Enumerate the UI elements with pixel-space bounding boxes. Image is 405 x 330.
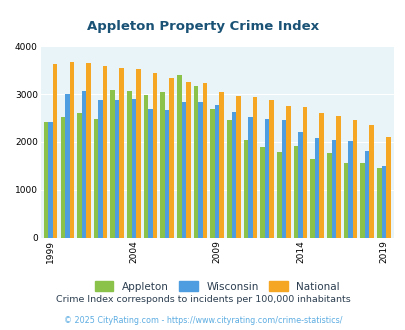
Bar (160, 92, 164, 238)
Bar (360, 163, 364, 238)
Bar (177, 75, 181, 238)
Bar (236, 96, 240, 238)
Bar (331, 141, 335, 238)
Bar (376, 168, 381, 238)
Bar (381, 166, 385, 238)
Bar (269, 100, 273, 238)
Bar (193, 86, 198, 238)
Bar (81, 91, 86, 238)
Bar (281, 120, 286, 238)
Bar (310, 159, 314, 238)
Bar (286, 107, 290, 238)
Bar (94, 119, 98, 238)
Bar (243, 141, 248, 238)
Bar (252, 97, 257, 238)
Bar (119, 68, 124, 238)
Bar (293, 146, 298, 238)
Bar (115, 100, 119, 238)
Bar (60, 117, 65, 238)
Bar (110, 90, 115, 238)
Bar (202, 83, 207, 238)
Bar (369, 125, 373, 238)
Bar (98, 100, 102, 238)
Bar (248, 117, 252, 238)
Bar (326, 153, 331, 238)
Bar (77, 113, 81, 238)
Bar (347, 142, 352, 238)
Bar (214, 105, 219, 238)
Bar (69, 61, 74, 238)
Bar (127, 91, 131, 238)
Bar (219, 92, 224, 238)
Bar (260, 147, 264, 238)
Bar (343, 163, 347, 238)
Bar (198, 102, 202, 238)
Bar (44, 122, 48, 238)
Bar (319, 113, 323, 238)
Bar (264, 119, 269, 238)
Bar (102, 66, 107, 238)
Bar (231, 112, 236, 238)
Bar (185, 82, 190, 238)
Bar (143, 95, 148, 238)
Bar (164, 110, 169, 238)
Bar (86, 63, 90, 238)
Bar (352, 120, 356, 238)
Bar (277, 152, 281, 238)
Bar (181, 102, 185, 238)
Bar (136, 69, 140, 238)
Bar (364, 151, 369, 238)
Text: Appleton Property Crime Index: Appleton Property Crime Index (87, 20, 318, 33)
Bar (335, 116, 340, 238)
Bar (226, 120, 231, 238)
Bar (314, 138, 319, 238)
Legend: Appleton, Wisconsin, National: Appleton, Wisconsin, National (90, 277, 343, 296)
Bar (65, 94, 69, 238)
Bar (210, 109, 214, 238)
Text: Crime Index corresponds to incidents per 100,000 inhabitants: Crime Index corresponds to incidents per… (55, 295, 350, 304)
Text: © 2025 CityRating.com - https://www.cityrating.com/crime-statistics/: © 2025 CityRating.com - https://www.city… (64, 316, 341, 325)
Bar (302, 107, 307, 238)
Bar (131, 99, 136, 238)
Bar (48, 122, 53, 238)
Bar (298, 132, 302, 238)
Bar (148, 109, 152, 238)
Bar (152, 73, 157, 238)
Bar (169, 78, 174, 238)
Bar (385, 137, 390, 238)
Bar (53, 64, 57, 238)
